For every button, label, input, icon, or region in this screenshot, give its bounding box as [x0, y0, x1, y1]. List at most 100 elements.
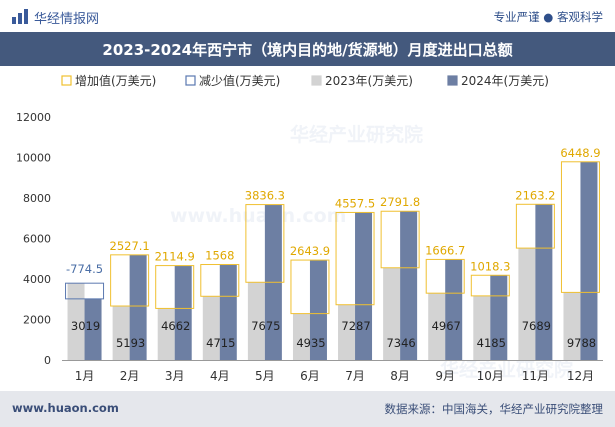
bar-2023 [563, 292, 581, 360]
x-axis: 1月 2月 3月 4月 5月 6月 7月 8月 9月 10月 11月 12月 [62, 360, 603, 383]
bar-2023 [247, 282, 265, 360]
increase-box [380, 210, 420, 269]
chart-title: 2023-2024年西宁市（境内目的地/货源地）月度进出口总额 [102, 41, 513, 59]
legend-label: 2023年(万美元) [325, 74, 413, 88]
increase-label: 6448.9 [560, 146, 600, 160]
bars [65, 161, 600, 360]
bar-2023 [157, 308, 175, 360]
increase-box [155, 265, 195, 309]
value-label-2024: 4935 [296, 336, 325, 350]
value-label-2024: 4185 [477, 336, 506, 350]
bar-2024 [535, 204, 553, 360]
y-axis: 0 2000 4000 6000 8000 10000 12000 [16, 111, 51, 367]
footer: www.huaon.com 数据来源：中国海关，华经产业研究院整理 [0, 391, 615, 427]
bar-2024 [445, 259, 463, 360]
legend-label: 增加值(万美元) [75, 73, 156, 88]
y-tick-label: 4000 [23, 273, 51, 286]
y-tick-label: 8000 [23, 192, 51, 205]
bar-2024 [219, 264, 237, 360]
bar-2023 [473, 295, 491, 360]
bar-2023 [292, 313, 310, 360]
increase-label: 2163.2 [515, 188, 555, 202]
increase-box [515, 203, 555, 249]
x-tick-label: 7月 [345, 369, 365, 383]
data-labels: -774.5 3019 2527.1 5193 2114.9 4662 1568 4715 38… [66, 146, 601, 350]
x-tick-label: 5月 [255, 369, 275, 383]
y-tick-label: 6000 [23, 233, 51, 246]
value-label-2024: 7346 [386, 336, 415, 350]
title-bar: 2023-2024年西宁市（境内目的地/货源地）月度进出口总额 [0, 32, 615, 66]
x-tick-label: 10月 [477, 369, 504, 383]
value-label-2024: 7689 [522, 319, 551, 333]
increase-box [245, 204, 285, 283]
x-tick-label: 8月 [390, 369, 410, 383]
x-tick-label: 4月 [210, 369, 230, 383]
x-tick-label: 11月 [522, 369, 549, 383]
increase-box [425, 258, 465, 294]
brand-name: 华经情报网 [34, 12, 100, 27]
y-tick-label: 10000 [16, 152, 51, 165]
increase-label: 2791.8 [380, 195, 420, 209]
value-label-2024: 9788 [567, 336, 596, 350]
y-tick-label: 2000 [23, 314, 51, 327]
bar-2023 [518, 248, 536, 360]
value-label-2024: 5193 [116, 336, 145, 350]
increase-box [110, 254, 150, 307]
increase-label: 1018.3 [470, 259, 510, 273]
footer-source: 数据来源：中国海关，华经产业研究院整理 [384, 402, 604, 416]
watermark: www.huaon.com [170, 205, 347, 227]
bar-2023 [112, 306, 130, 360]
increase-label: 2527.1 [110, 239, 150, 253]
value-label-2024: 7675 [251, 319, 280, 333]
bar-2024 [129, 254, 147, 360]
x-tick-label: 2月 [120, 369, 140, 383]
decrease-label: -774.5 [66, 262, 103, 276]
increase-box [560, 161, 600, 293]
bar-2024 [490, 275, 508, 360]
increase-label: 3836.3 [245, 189, 285, 203]
bar-2023 [428, 293, 446, 360]
bar-2024 [355, 212, 373, 360]
bar-2023 [383, 267, 401, 360]
value-label-2024: 4715 [206, 336, 235, 350]
slogan: 专业严谨 ● 客观科学 [493, 10, 603, 24]
footer-site: www.huaon.com [12, 401, 119, 415]
x-tick-label: 3月 [165, 369, 185, 383]
bar-2024 [580, 161, 598, 360]
increase-label: 1568 [205, 249, 234, 263]
bar-2023 [202, 296, 220, 360]
increase-label: 1666.7 [425, 243, 465, 257]
bar-2023 [67, 283, 85, 360]
watermark: 华经产业研究院 [440, 359, 574, 381]
x-tick-label: 6月 [300, 369, 320, 383]
bar-2024 [84, 298, 102, 360]
bar-2024 [174, 265, 192, 360]
logo-icon [12, 9, 28, 24]
increase-box [470, 274, 510, 297]
bar-chart: 增加值(万美元) 减少值(万美元) 2023年(万美元) 2024年(万美元) 0 20… [16, 73, 603, 383]
increase-label: 2643.9 [290, 244, 330, 258]
increase-label: 4557.5 [335, 196, 375, 210]
top-bar: 华经情报网 专业严谨 ● 客观科学 [0, 0, 615, 32]
value-label-2024: 3019 [71, 319, 100, 333]
legend-label: 减少值(万美元) [199, 73, 280, 88]
legend-label: 2024年(万美元) [461, 74, 549, 88]
legend-swatch [447, 75, 458, 86]
bar-2024 [309, 260, 327, 360]
legend-swatch [311, 75, 322, 86]
decrease-box [65, 282, 105, 300]
legend-swatch [61, 75, 72, 86]
x-tick-label: 9月 [435, 369, 455, 383]
legend: 增加值(万美元) 减少值(万美元) 2023年(万美元) 2024年(万美元) [61, 73, 549, 88]
increase-box [290, 259, 330, 315]
increase-label: 2114.9 [155, 250, 195, 264]
watermark: 华经产业研究院 [290, 124, 424, 146]
bar-2024 [400, 211, 418, 360]
value-label-2024: 4662 [161, 319, 190, 333]
legend-swatch [185, 75, 196, 86]
x-tick-label: 12月 [567, 369, 594, 383]
x-tick-label: 1月 [75, 369, 95, 383]
bar-2023 [338, 304, 356, 360]
value-label-2024: 7287 [341, 319, 370, 333]
y-tick-label: 0 [44, 354, 51, 367]
